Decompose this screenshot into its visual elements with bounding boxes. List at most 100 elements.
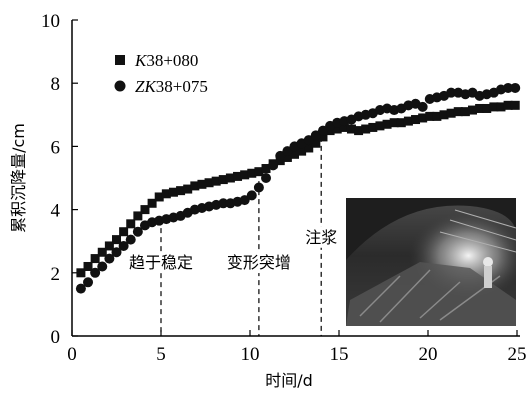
data-point-square	[439, 110, 449, 120]
data-point-circle	[446, 87, 457, 98]
data-point-square	[332, 124, 342, 134]
x-axis-title: 时间/d	[265, 371, 313, 390]
data-point-square	[418, 113, 428, 123]
annotation-backdrop	[224, 252, 293, 274]
data-point-square	[104, 241, 114, 251]
data-point-square	[183, 184, 193, 194]
annotation-lines	[160, 136, 322, 336]
data-point-circle	[239, 195, 250, 206]
data-point-square	[83, 261, 93, 271]
data-point-square	[510, 100, 520, 110]
data-point-square	[432, 111, 442, 121]
data-point-circle	[83, 277, 94, 288]
y-ticks: 0 2 4 6 8 10	[41, 11, 78, 348]
data-point-circle	[253, 182, 264, 193]
data-point-square	[304, 143, 314, 153]
data-point-square	[482, 103, 492, 113]
data-point-square	[282, 152, 292, 162]
data-point-square	[154, 192, 164, 202]
legend-label-k38-080: K38+080	[134, 51, 198, 70]
y-axis-title: 累积沉降量/cm	[9, 123, 28, 233]
legend: K38+080 ZK38+075	[114, 51, 208, 96]
annotation-label: 变形突增	[227, 253, 291, 272]
data-point-square	[375, 121, 385, 131]
y-tick-label: 10	[41, 11, 60, 32]
y-tick-label: 2	[51, 264, 61, 285]
data-point-square	[126, 219, 136, 229]
data-point-square	[489, 102, 499, 112]
data-point-square	[197, 179, 207, 189]
x-ticks: 0 5 10 15 20 25	[67, 330, 527, 365]
data-point-circle	[268, 160, 279, 171]
data-point-square	[176, 186, 186, 196]
data-point-circle	[118, 240, 129, 251]
axes	[71, 20, 520, 337]
data-point-square	[382, 119, 392, 129]
data-point-square	[218, 175, 228, 185]
data-point-square	[396, 118, 406, 128]
data-point-square	[290, 149, 299, 159]
data-point-circle	[111, 247, 122, 258]
data-point-square	[190, 181, 200, 191]
data-point-square	[133, 211, 143, 221]
data-point-square	[503, 100, 513, 110]
data-point-circle	[218, 198, 229, 209]
data-point-circle	[303, 135, 314, 146]
data-point-square	[161, 189, 171, 199]
data-point-square	[318, 132, 328, 142]
x-tick-label: 0	[67, 344, 77, 365]
data-point-square	[354, 126, 364, 136]
legend-circle-marker	[114, 80, 126, 92]
data-point-square	[368, 122, 378, 132]
annotation-backdrop	[303, 226, 340, 248]
data-point-square	[311, 138, 321, 148]
data-point-circle	[104, 253, 115, 264]
data-point-square	[247, 168, 257, 178]
data-point-circle	[90, 267, 101, 278]
data-point-circle	[310, 130, 321, 141]
data-point-square	[453, 107, 463, 117]
data-point-square	[346, 124, 356, 134]
data-point-circle	[261, 173, 272, 183]
data-point-square	[90, 254, 100, 264]
data-point-square	[254, 167, 264, 177]
data-point-circle	[417, 101, 428, 112]
data-point-square	[496, 102, 506, 112]
data-point-square	[261, 164, 271, 174]
data-point-square	[475, 103, 485, 113]
series-k38-080	[76, 100, 520, 278]
data-point-circle	[97, 261, 108, 272]
data-point-square	[240, 170, 250, 180]
data-point-square	[411, 115, 421, 125]
y-tick-label: 4	[51, 201, 61, 222]
data-point-square	[233, 171, 243, 181]
data-point-square	[297, 146, 307, 156]
data-point-square	[168, 187, 178, 197]
annotation-backdrop	[126, 252, 196, 274]
annotation-label: 趋于稳定	[129, 253, 193, 272]
data-point-circle	[275, 150, 286, 161]
data-point-circle	[132, 226, 143, 237]
legend-item-zk38-075: ZK38+075	[114, 77, 208, 96]
y-tick-label: 6	[51, 137, 61, 158]
data-point-square	[468, 105, 477, 115]
data-point-square	[460, 107, 470, 117]
legend-square-marker	[115, 55, 125, 65]
data-point-square	[425, 111, 435, 121]
data-point-square	[204, 178, 214, 188]
data-point-circle	[125, 234, 136, 245]
data-point-circle	[75, 283, 86, 294]
legend-item-k38-080: K38+080	[115, 51, 198, 70]
data-point-circle	[246, 190, 257, 201]
annotation-label: 注浆	[305, 228, 337, 247]
x-tick-label: 5	[156, 344, 166, 365]
data-point-square	[211, 176, 221, 186]
y-tick-label: 0	[51, 327, 61, 348]
data-point-square	[147, 198, 157, 208]
legend-label-zk38-075: ZK38+075	[135, 77, 208, 96]
data-point-square	[225, 173, 235, 183]
x-tick-label: 10	[241, 344, 260, 365]
x-tick-label: 20	[419, 344, 438, 365]
